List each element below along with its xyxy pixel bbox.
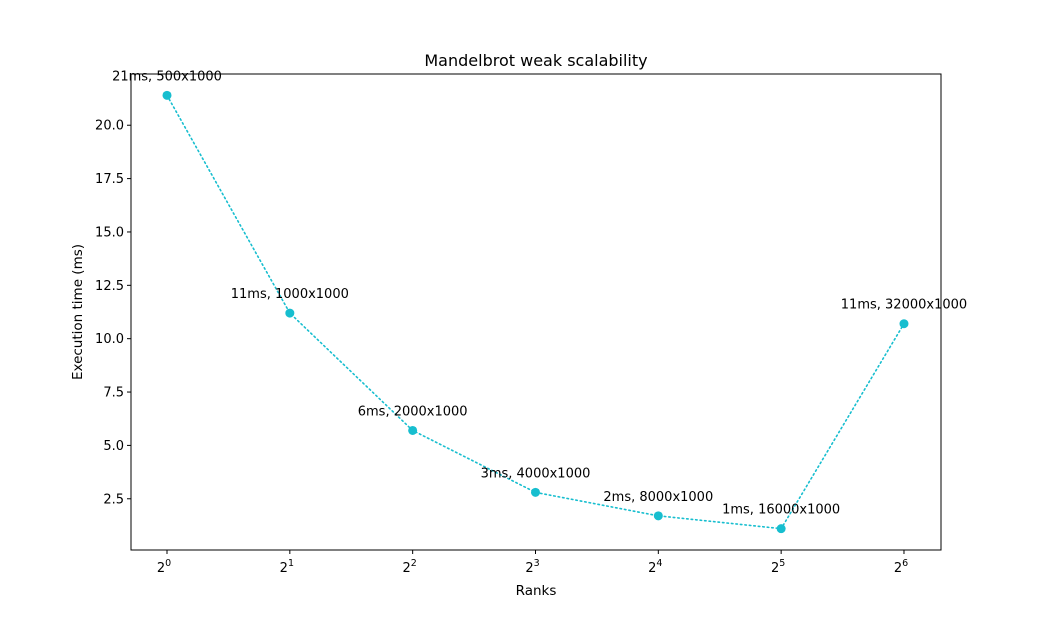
y-tick-label: 7.5 xyxy=(103,386,124,401)
y-tick-label: 5.0 xyxy=(103,439,124,454)
plot-area: 20 21 22 23 24 25 26 2.5 5.0 7.5 10.0 12.5 15.0 17.5 2… xyxy=(95,69,967,576)
x-axis-label: Ranks xyxy=(516,583,557,599)
data-point xyxy=(408,425,418,435)
y-tick-label: 12.5 xyxy=(95,279,124,294)
y-axis-label: Execution time (ms) xyxy=(70,244,86,380)
y-tick-label: 10.0 xyxy=(95,332,124,347)
y-tick-label: 15.0 xyxy=(95,225,124,240)
x-tick-label: 20 xyxy=(157,558,171,576)
data-annotation: 11ms, 32000x1000 xyxy=(841,298,967,313)
x-tick-label: 23 xyxy=(525,558,539,576)
data-annotation: 11ms, 1000x1000 xyxy=(231,287,349,302)
x-tick-label: 21 xyxy=(280,558,294,576)
series-line xyxy=(166,94,905,530)
x-tick-label: 24 xyxy=(648,558,662,576)
x-tick-label: 26 xyxy=(894,558,908,576)
data-point xyxy=(776,524,786,534)
axes-frame xyxy=(130,73,942,551)
chart-title: Mandelbrot weak scalability xyxy=(424,51,647,70)
y-tick-label: 17.5 xyxy=(95,172,124,187)
data-point xyxy=(285,308,295,318)
x-tick-label: 25 xyxy=(771,558,785,576)
y-tick-label: 2.5 xyxy=(103,492,124,507)
data-point xyxy=(530,487,540,497)
data-annotation: 6ms, 2000x1000 xyxy=(358,404,468,419)
data-annotation: 2ms, 8000x1000 xyxy=(603,490,713,505)
y-tick-label: 20.0 xyxy=(95,119,124,134)
data-point xyxy=(899,319,909,329)
data-point xyxy=(653,511,663,521)
x-tick-label: 22 xyxy=(402,558,416,576)
data-annotation: 3ms, 4000x1000 xyxy=(481,466,591,481)
data-annotation: 21ms, 500x1000 xyxy=(112,69,222,84)
data-annotation: 1ms, 16000x1000 xyxy=(722,503,840,518)
data-point xyxy=(162,90,172,100)
